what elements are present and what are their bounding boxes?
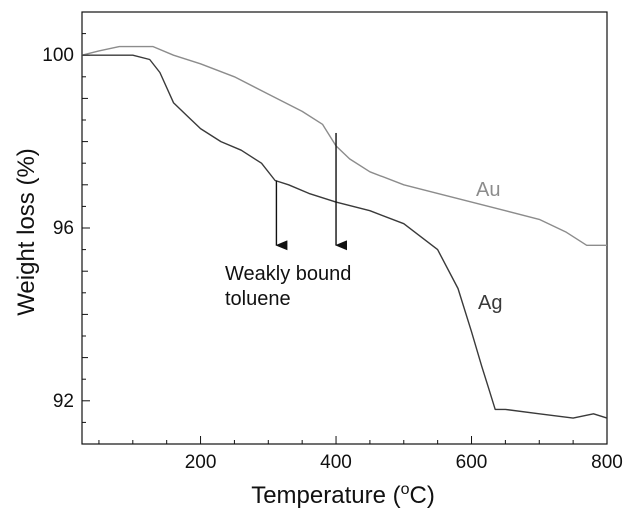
annotation-toluene: toluene	[225, 288, 291, 310]
y-axis-ticks: 92 96 100	[42, 33, 90, 423]
x-axis-title-main: Temperature (	[251, 482, 400, 508]
x-axis-title: Temperature (oC)	[251, 481, 435, 508]
annotation-weakly-bound: Weakly bound	[225, 263, 351, 285]
plot-frame	[81, 11, 608, 445]
y-tick-label: 92	[53, 391, 74, 412]
y-tick-label: 100	[42, 45, 74, 66]
x-tick-label: 800	[591, 452, 623, 473]
x-axis-title-superscript: o	[401, 481, 410, 498]
series-label-ag: Ag	[478, 292, 502, 314]
series-layer	[81, 45, 608, 419]
plot-border	[81, 11, 608, 445]
series-line-ag	[82, 54, 608, 419]
x-tick-label: 400	[320, 452, 352, 473]
x-tick-label: 200	[185, 452, 217, 473]
series-label-au: Au	[476, 179, 500, 201]
series-line-au	[81, 45, 607, 246]
x-axis-title-tail: C)	[409, 482, 434, 508]
x-tick-label: 600	[456, 452, 488, 473]
annotation-arrows	[275, 132, 348, 251]
y-tick-label: 96	[53, 218, 74, 239]
x-axis-ticks: 200 400 600 800	[98, 436, 623, 473]
y-axis-title: Weight loss (%)	[13, 148, 40, 316]
